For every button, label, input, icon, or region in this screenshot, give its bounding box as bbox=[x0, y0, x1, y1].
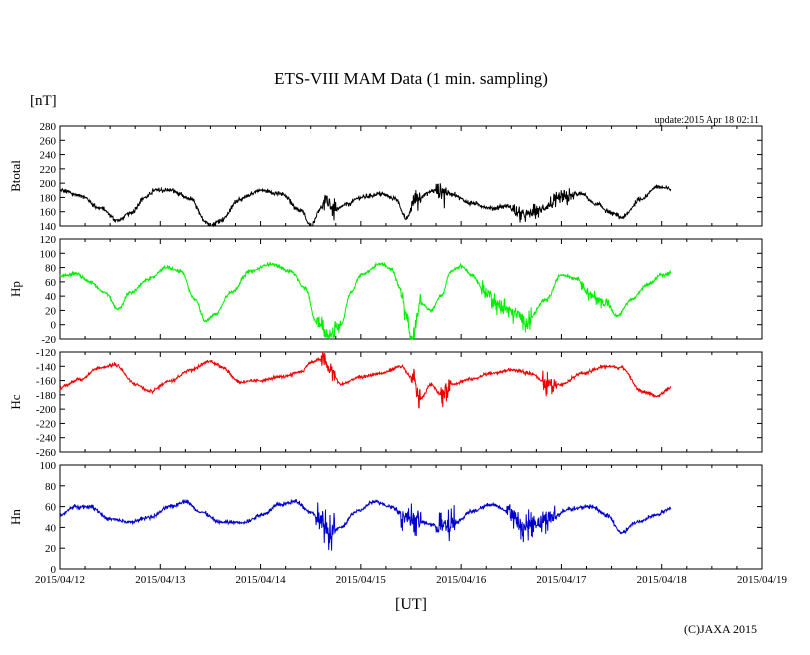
x-tick-label: 2015/04/17 bbox=[536, 574, 587, 586]
x-tick-label: 2015/04/14 bbox=[236, 574, 287, 586]
update-label: update:2015 Apr 18 02:11 bbox=[655, 115, 759, 126]
y-tick-label: 200 bbox=[40, 178, 57, 190]
y-tick-label: -20 bbox=[41, 334, 56, 346]
y-tick-label: 40 bbox=[45, 291, 57, 303]
panel-btotal: Btotal 140 160 180 200 220 240 260 280 bbox=[8, 121, 763, 233]
series-line-hn bbox=[59, 498, 672, 551]
x-tick-label: 2015/04/15 bbox=[336, 574, 387, 586]
panel-frame bbox=[59, 238, 763, 340]
y-tick-label: 80 bbox=[45, 263, 57, 275]
y-tick-label: 180 bbox=[40, 192, 57, 204]
y-tick-label: 0 bbox=[51, 320, 57, 332]
y-tick-label: 60 bbox=[45, 277, 57, 289]
y-tick-label: 20 bbox=[45, 543, 57, 555]
panel-hn: Hn 0 20 40 60 80 100 bbox=[8, 460, 763, 576]
x-axis: 2015/04/12 2015/04/13 2015/04/14 2015/04/15… bbox=[35, 574, 788, 586]
y-tick-label: -240 bbox=[36, 433, 57, 445]
x-tick-label: 2015/04/18 bbox=[637, 574, 688, 586]
y-tick-label: 20 bbox=[45, 305, 57, 317]
series-line-btotal bbox=[59, 183, 672, 228]
y-tick-label: 220 bbox=[40, 164, 57, 176]
y-axis-label: Btotal bbox=[8, 160, 23, 192]
y-tick-label: -160 bbox=[36, 376, 57, 388]
y-tick-label: -140 bbox=[36, 361, 57, 373]
y-axis-label: Hc bbox=[8, 394, 23, 409]
y-axis-label: Hn bbox=[8, 509, 23, 525]
y-axis-label: Hp bbox=[8, 281, 23, 297]
panel-hc: Hc -260 -240 -220 -200 -180 -160 -140 -120 bbox=[8, 347, 763, 459]
x-tick-label: 2015/04/12 bbox=[35, 574, 85, 586]
y-tick-label: -180 bbox=[36, 390, 57, 402]
y-tick-label: 140 bbox=[40, 221, 57, 233]
y-tick-label: 40 bbox=[45, 522, 57, 534]
y-tick-label: -260 bbox=[36, 447, 57, 459]
x-tick-label: 2015/04/19 bbox=[737, 574, 788, 586]
y-tick-label: 160 bbox=[40, 207, 57, 219]
x-tick-label: 2015/04/16 bbox=[436, 574, 487, 586]
y-tick-label: 60 bbox=[45, 502, 57, 514]
x-axis-label: [UT] bbox=[395, 596, 427, 613]
series-line-hc bbox=[59, 351, 672, 409]
y-tick-label: 80 bbox=[45, 481, 57, 493]
y-tick-label: 280 bbox=[40, 121, 57, 133]
copyright-label: (C)JAXA 2015 bbox=[684, 622, 757, 636]
unit-label: [nT] bbox=[30, 93, 57, 109]
y-tick-label: 240 bbox=[40, 150, 57, 162]
panel-hp: Hp -20 0 20 40 60 80 100 120 bbox=[8, 234, 763, 346]
y-tick-label: 120 bbox=[40, 234, 57, 246]
chart-title: ETS-VIII MAM Data (1 min. sampling) bbox=[274, 69, 548, 88]
y-tick-label: 0 bbox=[51, 564, 57, 576]
y-tick-label: 100 bbox=[40, 248, 57, 260]
panel-frame bbox=[59, 351, 763, 453]
series-line-hp bbox=[59, 261, 672, 340]
y-tick-label: -220 bbox=[36, 418, 57, 430]
y-tick-label: -120 bbox=[36, 347, 57, 359]
chart-panels: Btotal140160180200220240260280Hp-2002040… bbox=[8, 121, 763, 576]
y-tick-label: -200 bbox=[36, 404, 57, 416]
y-tick-label: 100 bbox=[40, 460, 57, 472]
x-tick-label: 2015/04/13 bbox=[135, 574, 186, 586]
y-tick-label: 260 bbox=[40, 135, 57, 147]
